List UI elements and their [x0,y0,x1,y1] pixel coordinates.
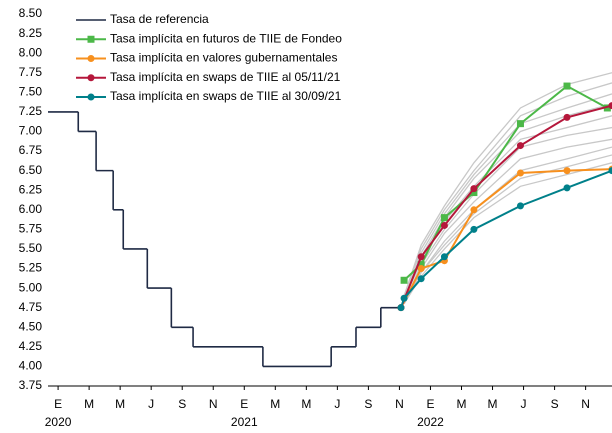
x-tick-label: E [426,397,434,411]
axes: 3.75 4.00 4.25 4.50 4.75 5.00 5.25 5.50 5.75 6.00… [19,6,612,429]
marker [563,167,571,175]
marker [400,294,408,302]
marker [608,167,612,175]
x-tick-label: E [54,397,62,411]
series-line [403,82,612,297]
x-tick-label: M [488,397,498,411]
x-tick-label: M [115,397,125,411]
y-tick-label: 4.25 [19,339,43,353]
marker [440,214,448,222]
x-tick-label: M [301,397,311,411]
marker [397,304,405,312]
legend-marker [87,93,95,101]
marker [608,102,612,110]
legend-marker [87,55,95,62]
x-tick-label: S [178,397,186,411]
y-tick-label: 6.50 [19,163,43,177]
marker [603,104,611,112]
y-tick-label: 7.75 [19,65,43,79]
x-tick-label: E [240,397,248,411]
series-lines [48,82,612,368]
series-line [403,126,612,305]
series-line [403,93,612,301]
x-tick-label: N [395,397,404,411]
marker [470,189,478,197]
marker [417,253,425,261]
marker [417,261,425,269]
x-tick-label: S [551,397,559,411]
x-year-label: 2020 [45,415,72,429]
y-tick-label: 7.50 [19,84,43,98]
y-tick-label: 7.00 [19,124,43,138]
y-tick-label: 4.75 [19,300,43,314]
x-tick-label: M [84,397,94,411]
series-line [400,169,612,308]
legend-label: Tasa de referencia [110,12,209,26]
x-tick-label: J [521,397,527,411]
series-line [403,72,612,297]
legend-label: Tasa implícita en futuros de TIIE de Fon… [110,31,342,45]
y-tick-label: 7.25 [19,104,43,118]
x-tick-label: N [209,397,218,411]
marker [417,275,425,283]
y-tick-label: 5.50 [19,241,43,255]
marker [470,185,478,193]
y-tick-label: 5.25 [19,261,43,275]
legend: Tasa de referencia Tasa implícita en futu… [76,12,342,103]
legend-marker [87,74,95,82]
series-line [403,154,612,305]
y-tick-label: 8.50 [19,6,43,20]
y-tick-label: 4.00 [19,359,43,373]
marker [516,202,524,210]
marker [440,221,448,229]
marker [440,253,448,261]
marker [417,265,425,273]
marker [470,206,478,214]
legend-label: Tasa implícita en swaps de TIIE al 05/11… [110,70,341,84]
y-tick-label: 8.25 [19,26,43,40]
x-tick-label: M [456,397,466,411]
y-tick-label: 3.75 [19,378,43,392]
y-tick-label: 8.00 [19,45,43,59]
marker [563,113,571,121]
x-tick-label: J [148,397,154,411]
x-tick-label: N [581,397,590,411]
marker [516,120,524,128]
y-tick-label: 4.50 [19,319,43,333]
legend-label: Tasa implícita en valores gubernamentale… [110,51,337,65]
y-tick-label: 5.75 [19,222,43,236]
x-tick-label: M [270,397,280,411]
marker [470,225,478,233]
marker [516,169,524,177]
y-tick-label: 6.00 [19,202,43,216]
x-tick-label: S [364,397,372,411]
legend-label: Tasa implícita en swaps de TIIE al 30/09… [110,89,342,103]
series-line [400,104,612,309]
x-tick-label: J [334,397,340,411]
marker [563,82,571,90]
legend-marker [87,35,95,43]
y-tick-label: 6.75 [19,143,43,157]
x-year-label: 2021 [231,415,258,429]
x-year-label: 2022 [417,415,444,429]
y-tick-label: 6.25 [19,182,43,196]
marker [516,142,524,150]
marker [563,184,571,192]
y-tick-label: 5.00 [19,280,43,294]
marker [400,276,408,284]
fan-lines [403,72,612,305]
